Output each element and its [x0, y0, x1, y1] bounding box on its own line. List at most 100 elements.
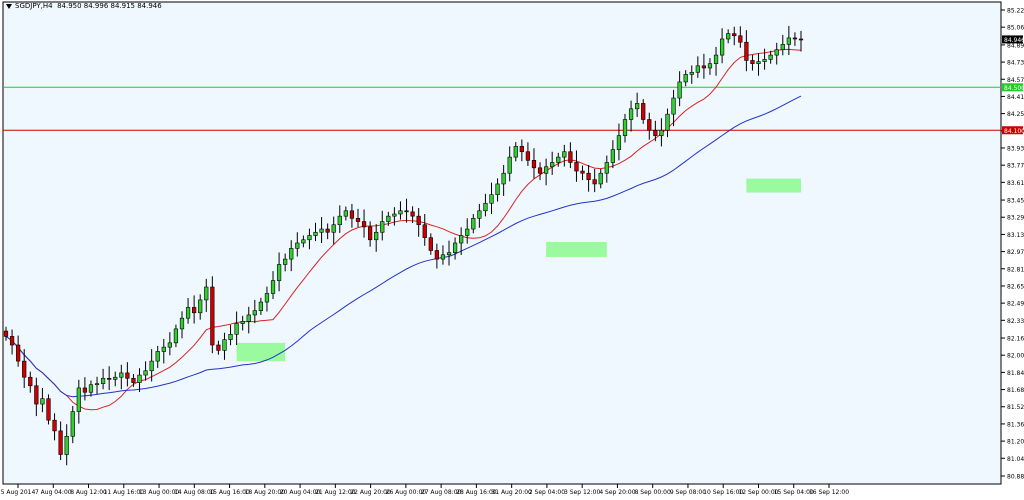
y-tick-label: 83.775 [1007, 163, 1024, 170]
y-tick-label: 82.490 [1007, 301, 1024, 308]
candle-body [537, 167, 543, 174]
y-tick-label: 84.575 [1007, 77, 1024, 84]
candle-body [276, 264, 282, 281]
candle-body [622, 119, 628, 136]
symbol-label: SGDJPY,H4 [15, 2, 53, 10]
candle-body [653, 129, 658, 136]
candle-body [459, 235, 464, 244]
candle-body [556, 156, 561, 163]
candle-body [289, 248, 294, 260]
candle-body [22, 360, 27, 378]
candle-body [307, 235, 312, 241]
candle-body [355, 218, 361, 222]
ohlc-readout: 84.950 84.996 84.915 84.946 [57, 2, 162, 10]
y-tick-label: 84.735 [1007, 60, 1024, 67]
candle-body [361, 221, 367, 228]
candle-body [610, 149, 615, 163]
candle-body [380, 221, 385, 233]
candle-body [604, 162, 609, 174]
candle-body [392, 213, 397, 217]
dropdown-triangle-icon[interactable] [6, 3, 12, 9]
y-tick-label: 82.330 [1007, 318, 1024, 325]
candle-body [689, 71, 694, 75]
symbol-header: SGDJPY,H4 84.950 84.996 84.915 84.946 [6, 2, 162, 10]
x-tick-label: 20 Aug 04:00 [280, 489, 321, 496]
y-tick-label: 83.450 [1007, 198, 1024, 205]
x-tick-label: 4 Sep 20:00 [599, 489, 635, 496]
candle-body [446, 252, 452, 256]
x-tick-label: 26 Aug 00:00 [386, 489, 427, 496]
candle-body [519, 146, 524, 153]
candle-body [210, 286, 215, 346]
x-tick-label: 15 Aug 16:00 [209, 489, 250, 496]
candle-body [34, 385, 39, 405]
candle-body [792, 37, 798, 40]
plot-area [2, 1, 1002, 485]
candle-body [234, 323, 239, 335]
x-tick-label: 8 Sep 00:00 [635, 489, 671, 496]
candle-body [179, 317, 185, 330]
candle-body [598, 172, 603, 185]
x-tick-label: 7 Aug 04:00 [35, 489, 72, 496]
candle-body [744, 41, 749, 61]
candle-body [713, 54, 719, 64]
candle-body [301, 239, 306, 244]
candle-body [707, 63, 713, 69]
candle-body [173, 328, 179, 344]
candle-body [228, 333, 233, 340]
candle-body [483, 202, 488, 212]
candle-body [416, 215, 421, 226]
x-tick-label: 16 Sep 12:00 [809, 489, 849, 496]
candle-body [738, 35, 743, 43]
y-tick-label: 82.970 [1007, 249, 1024, 256]
y-tick-label: 80.880 [1007, 474, 1024, 481]
candle-body [495, 183, 500, 195]
candle-body [28, 376, 33, 387]
x-tick-label: 11 Aug 16:00 [104, 489, 145, 496]
price-tag-label: 84.100 [1004, 128, 1024, 135]
y-tick-label: 84.415 [1007, 94, 1024, 101]
candle-body [113, 376, 118, 380]
candle-body [46, 398, 51, 421]
candle-body [562, 151, 567, 158]
candle-body [167, 342, 172, 348]
y-tick-label: 81.685 [1007, 387, 1024, 394]
candle-body [635, 103, 640, 110]
candle-body [580, 170, 585, 174]
y-tick-label: 82.165 [1007, 336, 1024, 343]
x-tick-label: 13 Aug 00:00 [139, 489, 180, 496]
candle-body [295, 242, 300, 249]
candle-body [404, 210, 409, 213]
candle-body [185, 307, 191, 319]
candle-body [131, 377, 136, 383]
x-tick-label: 2 Sep 04:00 [529, 489, 565, 496]
y-tick-label: 81.205 [1007, 439, 1024, 446]
price-tag-box [1002, 126, 1023, 135]
y-tick-label: 85.060 [1007, 25, 1024, 32]
candle-body [88, 384, 94, 393]
price-tag-label: 84.500 [1004, 85, 1024, 92]
candle-body [543, 166, 549, 174]
candle-body [40, 398, 45, 405]
candle-body [264, 293, 270, 303]
candle-body [204, 286, 209, 301]
price-tag-box [1002, 83, 1023, 92]
candle-body [331, 224, 336, 233]
candle-body [726, 33, 731, 40]
candle-body [325, 228, 330, 233]
candle-body [252, 310, 257, 316]
candle-body [349, 210, 355, 219]
candle-body [410, 211, 415, 217]
candle-body [750, 60, 755, 64]
candle-body [477, 210, 482, 219]
candle-body [270, 280, 276, 294]
y-tick-label: 83.130 [1007, 232, 1024, 239]
candle-body [319, 228, 324, 233]
x-tick-label: 14 Aug 08:00 [174, 489, 215, 496]
y-tick-label: 83.615 [1007, 180, 1024, 187]
candle-body [313, 231, 318, 236]
candle-body [677, 81, 682, 99]
candle-body [258, 301, 264, 311]
